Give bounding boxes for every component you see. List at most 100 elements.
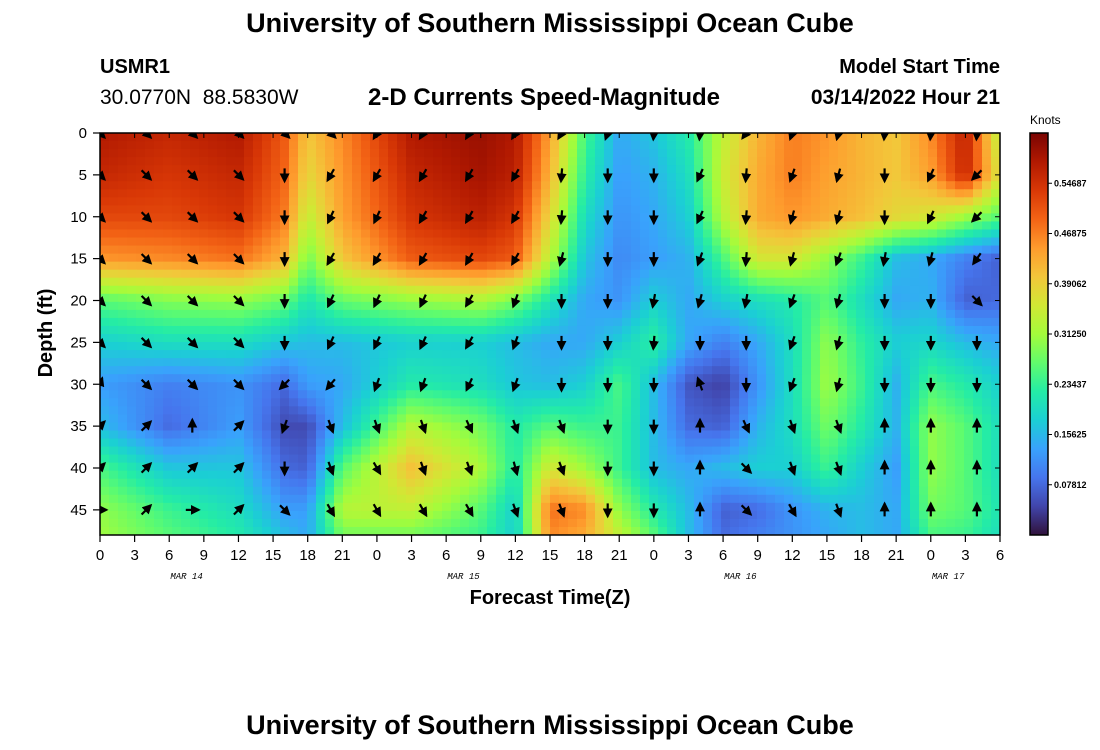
heatmap-cell [514, 526, 524, 535]
heatmap-cell [325, 526, 335, 535]
heatmap-cell [505, 181, 515, 190]
heatmap-cell [127, 309, 137, 319]
heatmap-cell [586, 237, 596, 247]
heatmap-cell [451, 173, 461, 182]
heatmap-cell [460, 293, 470, 303]
heatmap-cell [343, 253, 353, 263]
heatmap-cell [892, 342, 902, 351]
heatmap-cell [631, 358, 641, 367]
heatmap-cell [190, 390, 200, 399]
heatmap-cell [235, 309, 245, 319]
heatmap-cell [100, 430, 110, 440]
heatmap-cell [667, 494, 677, 504]
heatmap-cell [424, 285, 434, 295]
heatmap-cell [856, 173, 866, 182]
heatmap-cell [829, 430, 839, 440]
heatmap-cell [325, 197, 335, 206]
heatmap-cell [334, 510, 344, 520]
heatmap-cell [127, 237, 137, 247]
heatmap-cell [793, 414, 803, 424]
heatmap-cell [883, 350, 893, 359]
heatmap-cell [100, 317, 110, 327]
heatmap-cell [298, 454, 308, 464]
heatmap-cell [361, 358, 371, 367]
heatmap-cell [730, 510, 740, 520]
heatmap-cell [793, 173, 803, 182]
heatmap-cell [244, 221, 254, 231]
heatmap-cell [946, 149, 956, 158]
heatmap-cell [397, 189, 407, 198]
heatmap-cell [352, 358, 362, 367]
heatmap-cell [235, 261, 245, 271]
heatmap-cell [289, 478, 299, 488]
heatmap-cell [523, 309, 533, 319]
heatmap-cell [577, 213, 587, 223]
heatmap-cell [469, 189, 479, 198]
heatmap-cell [505, 382, 515, 391]
heatmap-cell [127, 293, 137, 303]
heatmap-cell [487, 149, 497, 158]
heatmap-cell [352, 446, 362, 456]
heatmap-cell [829, 133, 839, 142]
heatmap-cell [658, 446, 668, 456]
heatmap-cell [316, 478, 326, 488]
heatmap-cell [406, 342, 416, 351]
heatmap-cell [541, 213, 551, 223]
heatmap-cell [901, 350, 911, 359]
heatmap-cell [847, 454, 857, 464]
heatmap-cell [631, 486, 641, 496]
heatmap-cell [487, 518, 497, 528]
heatmap-cell [964, 293, 974, 303]
heatmap-cell [748, 301, 758, 311]
heatmap-cell [586, 293, 596, 303]
heatmap-cell [244, 165, 254, 174]
heatmap-cell [847, 414, 857, 424]
heatmap-cell [100, 205, 110, 214]
heatmap-cell [919, 261, 929, 271]
heatmap-cell [244, 358, 254, 367]
heatmap-cell [280, 366, 290, 375]
heatmap-cell [775, 406, 785, 415]
heatmap-cell [532, 494, 542, 504]
heatmap-cell [388, 325, 398, 335]
heatmap-cell [991, 285, 1000, 295]
heatmap-cell [406, 334, 416, 343]
heatmap-cell [469, 398, 479, 407]
heatmap-cell [694, 494, 704, 504]
heatmap-cell [667, 213, 677, 223]
heatmap-cell [190, 237, 200, 247]
heatmap-cell [118, 309, 128, 319]
heatmap-cell [172, 502, 182, 512]
heatmap-cell [613, 157, 623, 166]
heatmap-cell [991, 309, 1000, 319]
heatmap-cell [775, 197, 785, 206]
heatmap-cell [406, 165, 416, 174]
heatmap-cell [208, 494, 218, 504]
heatmap-cell [433, 430, 443, 440]
heatmap-cell [397, 342, 407, 351]
heatmap-cell [118, 261, 128, 271]
heatmap-cell [991, 382, 1000, 391]
heatmap-cell [406, 486, 416, 496]
heatmap-cell [163, 502, 173, 512]
heatmap-cell [892, 197, 902, 206]
heatmap-cell [298, 334, 308, 343]
heatmap-cell [757, 293, 767, 303]
heatmap-cell [127, 133, 137, 142]
heatmap-cell [118, 494, 128, 504]
heatmap-cell [964, 237, 974, 247]
heatmap-cell [901, 157, 911, 166]
heatmap-cell [505, 334, 515, 343]
heatmap-cell [244, 526, 254, 535]
heatmap-cell [658, 422, 668, 432]
heatmap-cell [505, 398, 515, 407]
heatmap-cell [226, 334, 236, 343]
heatmap-cell [127, 221, 137, 231]
heatmap-cell [469, 301, 479, 311]
heatmap-cell [208, 141, 218, 150]
heatmap-cell [757, 197, 767, 206]
heatmap-cell [685, 510, 695, 520]
heatmap-cell [883, 366, 893, 375]
heatmap-cell [865, 133, 875, 142]
heatmap-cell [820, 277, 830, 287]
